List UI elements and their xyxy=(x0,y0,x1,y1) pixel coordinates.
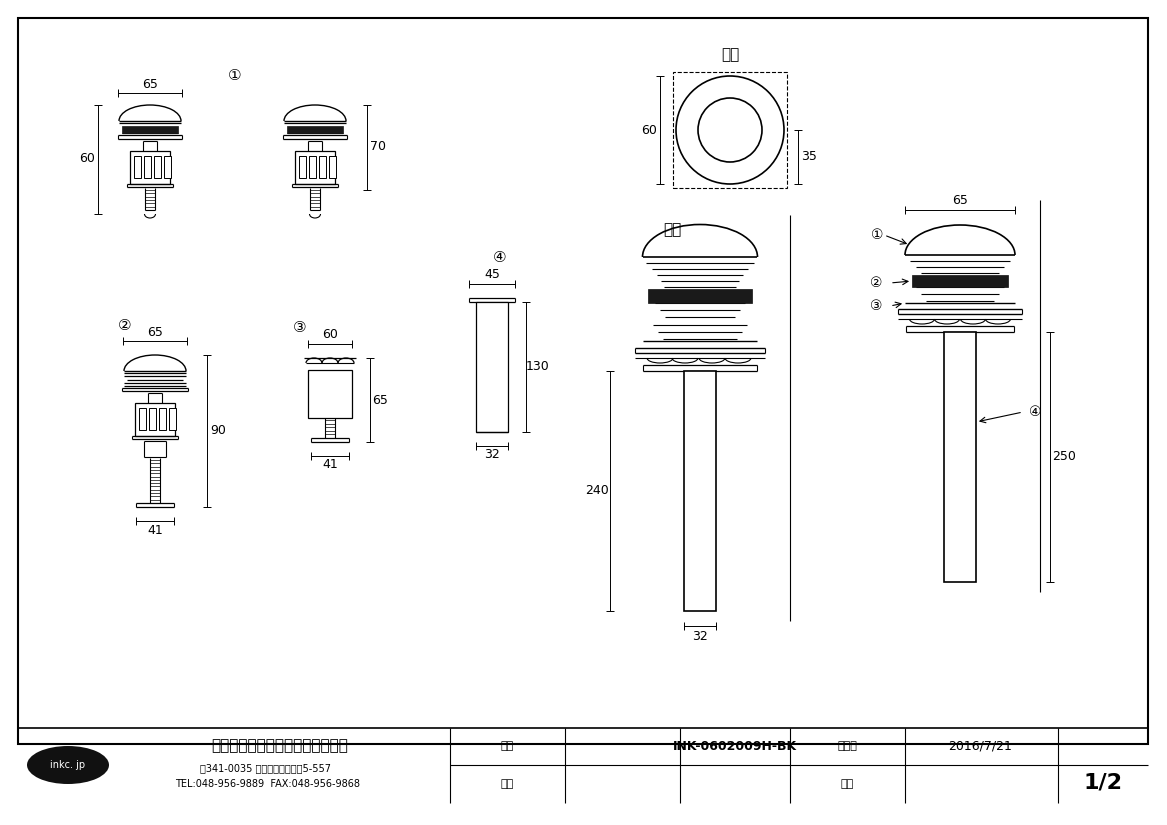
Text: 65: 65 xyxy=(372,394,387,407)
Bar xyxy=(134,156,141,178)
Bar xyxy=(287,126,343,133)
Ellipse shape xyxy=(698,98,762,162)
Text: 240: 240 xyxy=(585,484,609,497)
Bar xyxy=(648,289,752,303)
Bar xyxy=(684,371,717,611)
Bar xyxy=(154,156,161,178)
Text: ④: ④ xyxy=(1029,405,1041,419)
Bar xyxy=(673,72,787,188)
Bar xyxy=(18,18,1148,744)
Text: 1/2: 1/2 xyxy=(1083,772,1123,792)
Text: 65: 65 xyxy=(147,326,163,338)
Ellipse shape xyxy=(676,76,784,184)
Text: 45: 45 xyxy=(484,268,499,281)
Bar xyxy=(319,156,326,178)
Bar xyxy=(476,302,508,432)
Bar xyxy=(329,156,336,178)
Bar xyxy=(149,408,156,430)
Text: 図名: 図名 xyxy=(501,779,513,789)
Bar xyxy=(165,156,172,178)
Bar xyxy=(139,408,146,430)
Text: 〒341-0035 埼玉県三郷市鹿野5-557: 〒341-0035 埼玉県三郷市鹿野5-557 xyxy=(200,763,331,773)
Bar xyxy=(309,156,316,178)
Text: 70: 70 xyxy=(370,140,386,153)
Bar xyxy=(123,126,179,133)
Text: 41: 41 xyxy=(147,524,163,536)
Bar xyxy=(944,332,976,582)
Text: ①: ① xyxy=(871,228,883,242)
Text: 正面: 正面 xyxy=(663,223,682,238)
Bar xyxy=(144,156,151,178)
Text: 32: 32 xyxy=(484,449,499,461)
Bar xyxy=(159,408,166,430)
Text: 作成日: 作成日 xyxy=(837,741,857,751)
Text: INK-0602009H-BK: INK-0602009H-BK xyxy=(673,739,797,752)
Text: 60: 60 xyxy=(322,328,338,342)
Text: 250: 250 xyxy=(1053,450,1076,464)
Text: ④: ④ xyxy=(494,251,506,266)
Text: ①: ① xyxy=(229,68,242,82)
Text: TEL:048-956-9889  FAX:048-956-9868: TEL:048-956-9889 FAX:048-956-9868 xyxy=(175,779,359,789)
Text: inkc. jp: inkc. jp xyxy=(50,760,85,770)
Text: 65: 65 xyxy=(142,78,158,91)
Text: ②: ② xyxy=(869,276,882,290)
Text: 35: 35 xyxy=(801,150,817,163)
Text: 130: 130 xyxy=(526,361,550,374)
Text: 65: 65 xyxy=(952,195,967,208)
Text: 60: 60 xyxy=(641,124,657,136)
Text: 株式会社インクコーポレーション: 株式会社インクコーポレーション xyxy=(211,738,349,753)
Bar xyxy=(911,275,1008,287)
Text: 上面: 上面 xyxy=(721,48,739,63)
Bar xyxy=(130,151,170,184)
Bar xyxy=(169,408,176,430)
Text: 品名: 品名 xyxy=(501,741,513,751)
Ellipse shape xyxy=(27,746,109,784)
Text: ③: ③ xyxy=(869,299,882,313)
Text: 60: 60 xyxy=(79,153,95,166)
Text: ③: ③ xyxy=(293,320,307,336)
Text: 32: 32 xyxy=(692,629,708,643)
Text: 2016/7/21: 2016/7/21 xyxy=(948,739,1012,752)
Bar xyxy=(295,151,335,184)
Bar xyxy=(135,403,175,436)
Text: 90: 90 xyxy=(210,425,226,437)
Text: ②: ② xyxy=(118,318,132,332)
Bar xyxy=(308,370,352,418)
Text: 尺度: 尺度 xyxy=(840,779,853,789)
Bar xyxy=(299,156,306,178)
Text: 41: 41 xyxy=(322,459,338,472)
